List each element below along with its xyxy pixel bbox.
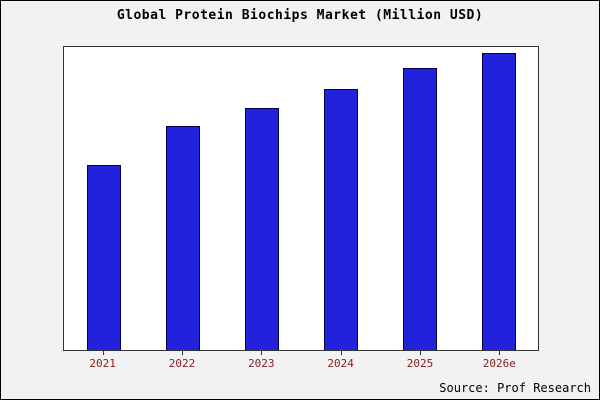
x-tick (340, 351, 342, 355)
bar-slot (165, 47, 201, 350)
x-tick (261, 351, 263, 355)
bar-slot (481, 47, 517, 350)
bar-2026e (481, 53, 516, 350)
x-tick (499, 351, 501, 355)
x-label-slot: 2022 (164, 351, 200, 373)
bar-slot (323, 47, 359, 350)
x-label-2026e: 2026e (482, 357, 516, 370)
bar-slot (402, 47, 438, 350)
bar-2022 (165, 125, 200, 350)
bar-2024 (323, 89, 358, 350)
bar-group (64, 47, 538, 350)
bar-2021 (86, 165, 121, 350)
x-label-slot: 2021 (85, 351, 121, 373)
x-axis-labels: 2021 2022 2023 2024 2025 2026e (63, 351, 539, 373)
x-label-2024: 2024 (327, 357, 354, 370)
bar-slot (86, 47, 122, 350)
x-label-2021: 2021 (89, 357, 116, 370)
chart-title: Global Protein Biochips Market (Million … (116, 8, 484, 23)
x-label-slot: 2025 (402, 351, 438, 373)
source-credit: Source: Prof Research (439, 381, 591, 395)
x-label-2022: 2022 (168, 357, 196, 370)
x-tick (419, 351, 421, 355)
x-label-slot: 2023 (243, 351, 279, 373)
x-label-slot: 2026e (481, 351, 517, 373)
bar-2025 (402, 68, 437, 350)
bar-slot (244, 47, 280, 350)
plot-area (63, 46, 539, 351)
x-label-slot: 2024 (323, 351, 359, 373)
x-tick (181, 351, 183, 355)
x-label-2023: 2023 (248, 357, 275, 370)
bar-2023 (244, 107, 279, 350)
x-tick (102, 351, 104, 355)
x-label-2025: 2025 (406, 357, 434, 370)
